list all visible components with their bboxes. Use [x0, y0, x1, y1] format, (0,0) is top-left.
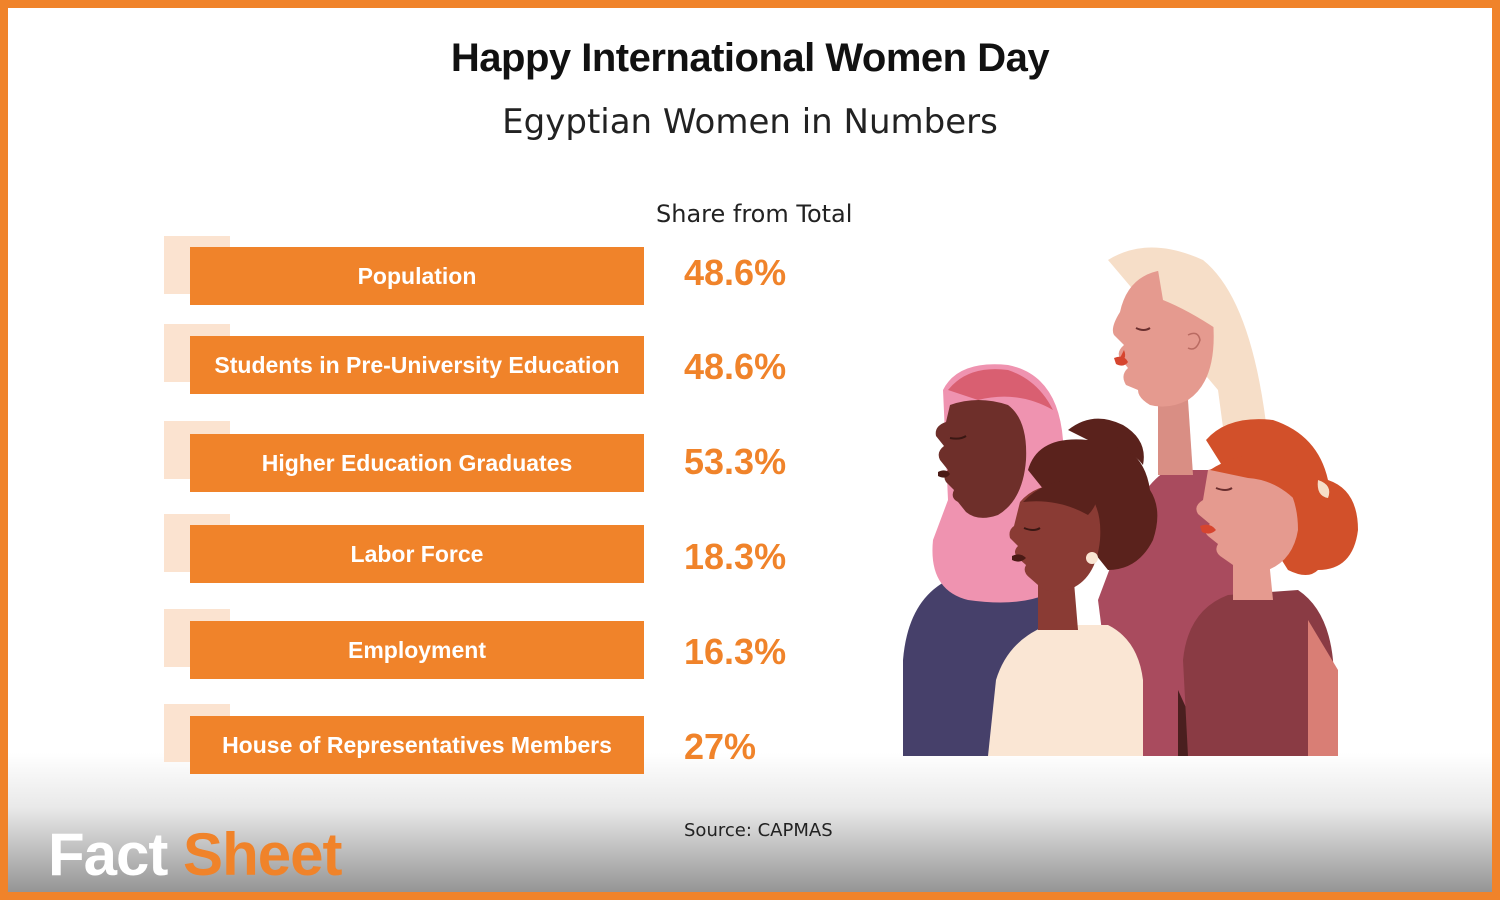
row-label: Labor Force — [190, 525, 644, 583]
row-label: Students in Pre-University Education — [190, 336, 644, 394]
row-value: 48.6% — [684, 252, 787, 293]
woman-redhair-figure — [1183, 419, 1358, 756]
row-value: 18.3% — [684, 536, 787, 577]
row-value: 16.3% — [684, 631, 787, 672]
woman-curly-figure — [988, 418, 1158, 756]
page-subtitle: Egyptian Women in Numbers — [502, 102, 998, 142]
row-label: Population — [190, 247, 644, 305]
source-note: Source: CAPMAS — [684, 820, 833, 841]
row-label: Higher Education Graduates — [190, 434, 644, 492]
row-value: 48.6% — [684, 346, 787, 387]
brand-word-sheet: Sheet — [183, 821, 342, 888]
brand-logo: Fact Sheet — [48, 820, 342, 889]
brand-word-fact: Fact — [48, 821, 168, 888]
row-label: Employment — [190, 621, 644, 679]
women-group-illustration — [903, 247, 1358, 756]
row-label: House of Representatives Members — [190, 716, 644, 774]
page-title: Happy International Women Day — [450, 36, 1050, 80]
row-value: 53.3% — [684, 441, 787, 482]
row-value: 27% — [684, 726, 757, 767]
column-header: Share from Total — [656, 200, 853, 228]
